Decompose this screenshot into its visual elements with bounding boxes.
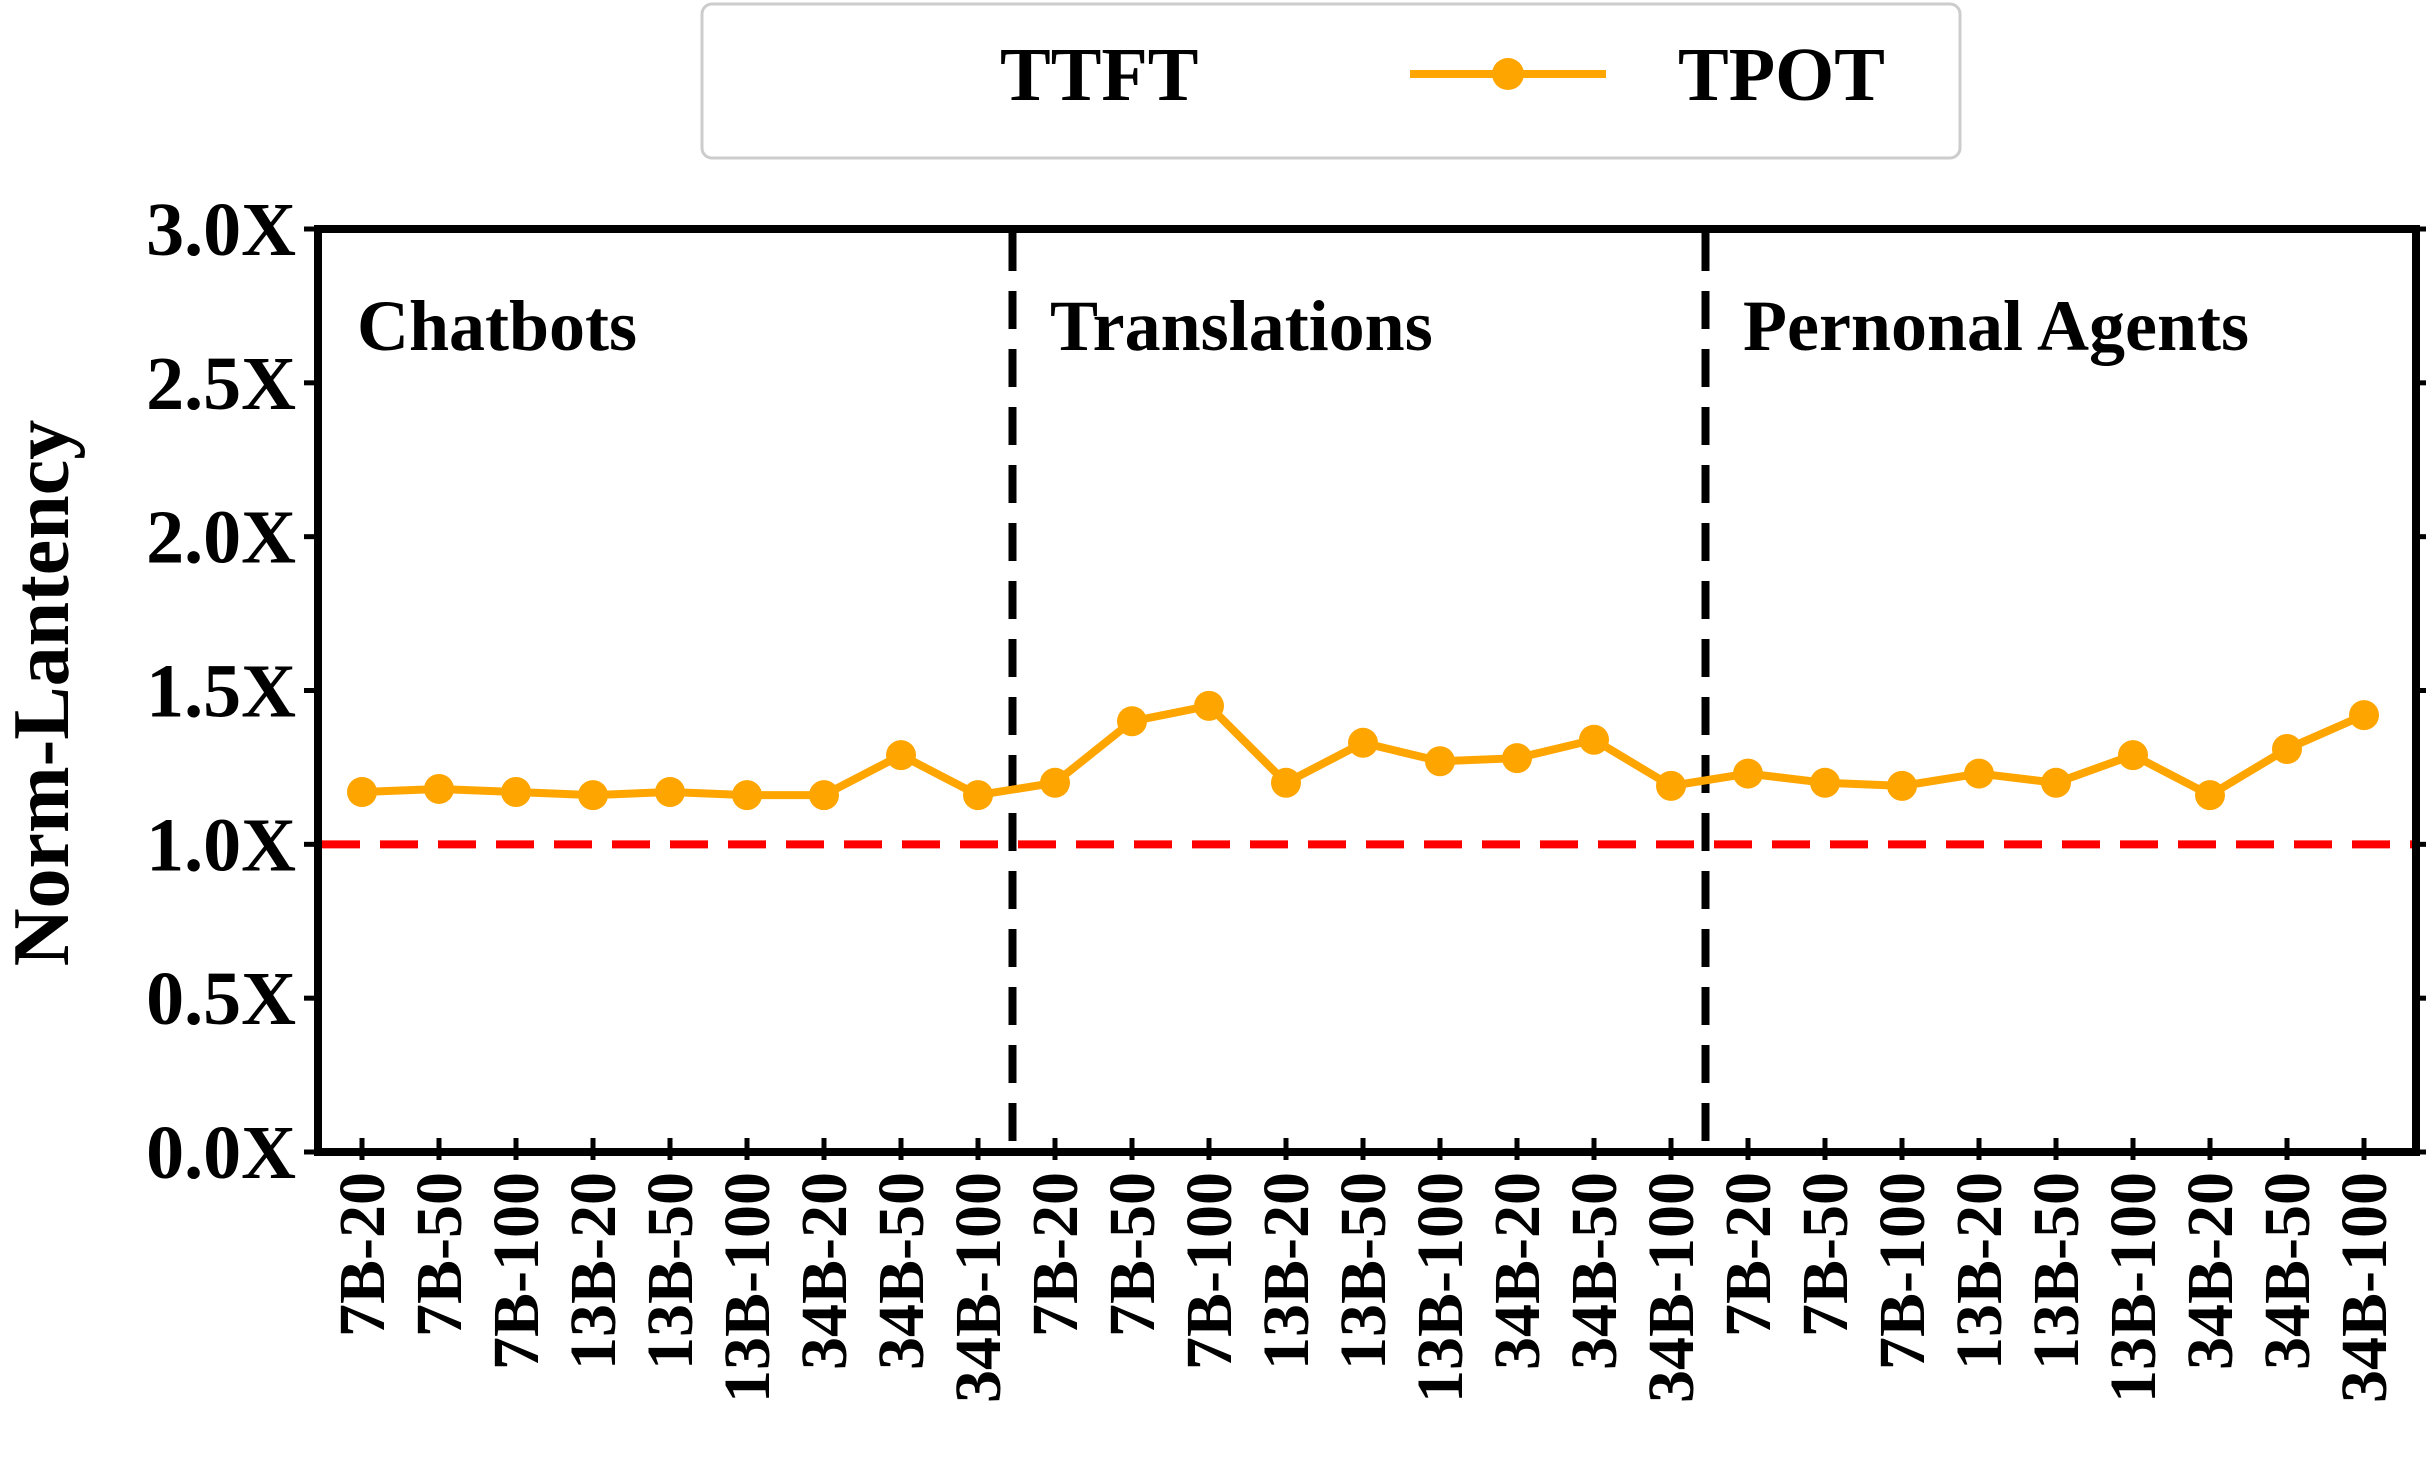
x-tick-label: 34B-20 [788,1172,861,1370]
x-tick-label: 13B-100 [2097,1172,2170,1403]
section-label-personal-agents: Pernonal Agents [1743,286,2249,366]
x-axis: 7B-20 7B-50 7B-100 13B-20 13B-50 13B-100 34B-2… [326,1138,2401,1403]
x-tick-label: 34B-50 [865,1172,938,1370]
x-tick-label: 7B-100 [480,1172,553,1370]
data-point [2041,767,2071,798]
data-point [655,777,685,808]
x-tick-label: 7B-100 [1173,1172,1246,1370]
data-point [1733,758,1763,789]
data-point [578,780,608,811]
data-point [1810,767,1840,798]
data-point [1656,770,1686,801]
data-point [886,740,916,771]
x-tick-label: 34B-20 [2174,1172,2247,1370]
section-label-translations: Translations [1050,286,1433,366]
data-point [1964,758,1994,789]
x-tick-label: 13B-50 [1327,1172,1400,1370]
x-tick-label: 34B-50 [2251,1172,2324,1370]
data-point [2118,740,2148,771]
x-tick-label: 7B-50 [1096,1172,1169,1337]
y-axis: 0.0X 0.5X 1.0X 1.5X 2.0X 2.5X 3.0X [146,188,2426,1195]
x-tick-label: 7B-50 [1789,1172,1862,1337]
y-axis-title: Norm-Lantency [0,420,86,967]
data-point [732,780,762,811]
y-tick-label: 0.0X [146,1111,296,1195]
x-tick-label: 13B-100 [711,1172,784,1403]
x-tick-label: 7B-100 [1866,1172,1939,1370]
y-tick-label: 2.5X [146,342,296,426]
x-tick-label: 7B-20 [1712,1172,1785,1337]
data-point [1040,767,1070,798]
legend-box [700,2,1962,160]
x-tick-label: 13B-20 [1250,1172,1323,1370]
y-tick-label: 1.5X [146,650,296,734]
x-tick-label: 13B-20 [1943,1172,2016,1370]
x-tick-label: 13B-100 [1404,1172,1477,1403]
x-tick-label: 34B-50 [1558,1172,1631,1370]
legend: TTFT TPOT [700,2,1962,160]
data-point [424,773,454,804]
data-point [963,780,993,811]
data-point [1117,706,1147,737]
data-point [1887,770,1917,801]
legend-marker-tpot [1492,58,1524,90]
x-tick-label: 34B-100 [2328,1172,2401,1403]
data-point [2349,700,2379,731]
y-tick-label: 2.0X [146,496,296,580]
data-point [1271,767,1301,798]
data-point [1502,743,1532,774]
x-tick-label: 34B-100 [942,1172,1015,1403]
section-label-chatbots: Chatbots [357,286,637,366]
x-tick-label: 13B-50 [634,1172,707,1370]
x-tick-label: 13B-50 [2020,1172,2093,1370]
y-tick-label: 1.0X [146,803,296,887]
data-point [1579,724,1609,755]
x-tick-label: 13B-20 [557,1172,630,1370]
x-tick-label: 7B-20 [1019,1172,1092,1337]
data-point [347,777,377,808]
data-point [2272,733,2302,764]
x-tick-label: 7B-20 [326,1172,399,1337]
data-point [1425,746,1455,777]
x-tick-label: 34B-20 [1481,1172,1554,1370]
x-tick-label: 7B-50 [403,1172,476,1337]
legend-entry-ttft: TTFT [1000,33,1199,117]
data-point [1348,727,1378,758]
plot-frame [314,225,2420,1156]
data-point [501,777,531,808]
data-point [1194,690,1224,721]
series-points-tpot [347,690,2379,811]
data-point [809,780,839,811]
legend-entry-tpot: TPOT [1678,33,1885,117]
y-tick-label: 0.5X [146,957,296,1041]
data-point [2195,780,2225,811]
x-tick-label: 34B-100 [1635,1172,1708,1403]
y-tick-label: 3.0X [146,188,296,272]
